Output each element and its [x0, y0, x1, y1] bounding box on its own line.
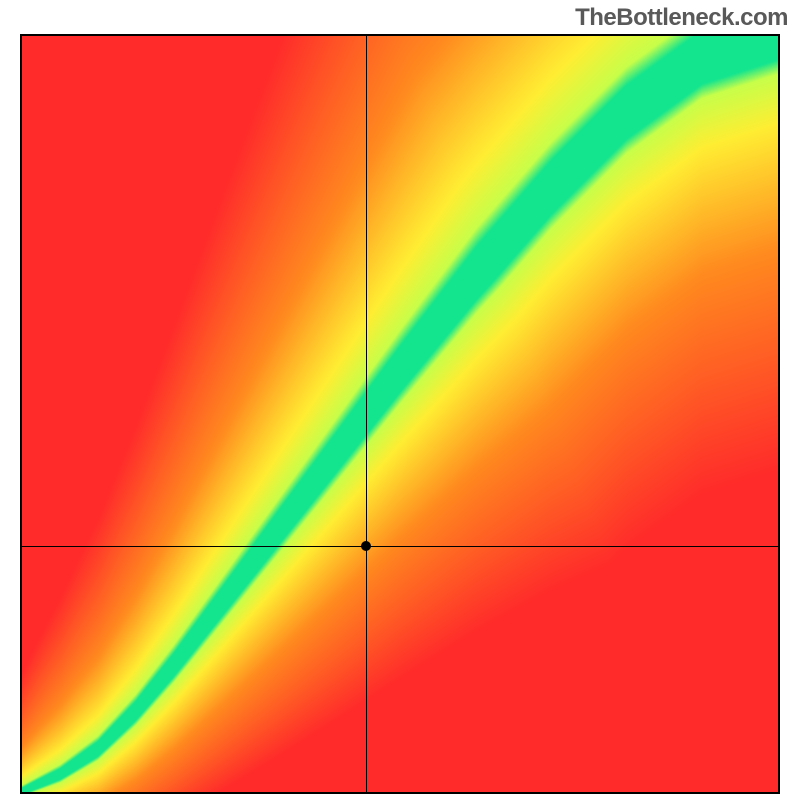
plot-area: [20, 34, 780, 794]
watermark-text: TheBottleneck.com: [575, 4, 788, 32]
heatmap-canvas: [22, 36, 778, 792]
chart-container: TheBottleneck.com: [0, 0, 800, 800]
crosshair-horizontal: [22, 546, 778, 547]
crosshair-vertical: [366, 36, 367, 792]
intersection-marker: [361, 541, 371, 551]
